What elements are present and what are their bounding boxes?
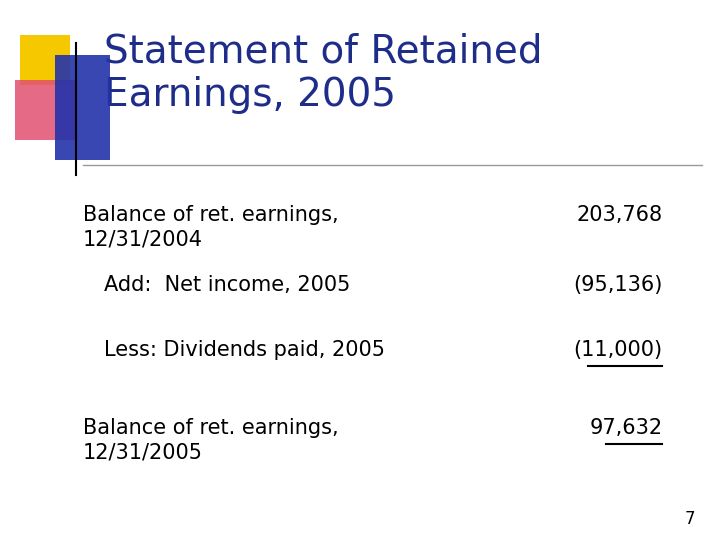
Text: 97,632: 97,632	[589, 418, 662, 438]
Bar	[15, 80, 75, 140]
Text: Balance of ret. earnings,
12/31/2005: Balance of ret. earnings, 12/31/2005	[83, 418, 338, 462]
Text: 7: 7	[684, 510, 695, 528]
Text: Less: Dividends paid, 2005: Less: Dividends paid, 2005	[104, 340, 385, 360]
Bar	[55, 55, 110, 160]
Text: (11,000): (11,000)	[573, 340, 662, 360]
Text: (95,136): (95,136)	[573, 275, 662, 295]
Text: Add:  Net income, 2005: Add: Net income, 2005	[104, 275, 351, 295]
Text: Balance of ret. earnings,
12/31/2004: Balance of ret. earnings, 12/31/2004	[83, 205, 338, 249]
Bar	[20, 35, 70, 85]
Text: 203,768: 203,768	[576, 205, 662, 225]
Text: Statement of Retained
Earnings, 2005: Statement of Retained Earnings, 2005	[104, 32, 543, 114]
